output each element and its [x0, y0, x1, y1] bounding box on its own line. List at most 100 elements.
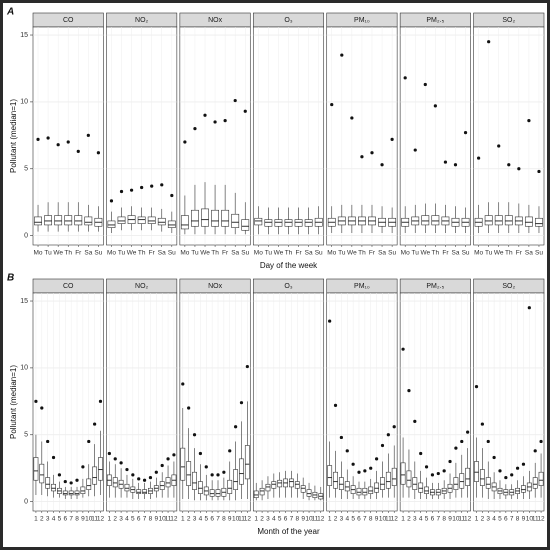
x-tick-label: 10	[526, 516, 534, 523]
x-tick-label: Fr	[516, 250, 523, 257]
box	[44, 215, 53, 226]
facet: PM₁₀ Mo Tu We Th Fr Sa Su	[326, 12, 398, 257]
box	[356, 487, 362, 496]
box	[227, 479, 233, 494]
box	[136, 489, 142, 494]
outlier	[466, 430, 470, 434]
outlier	[443, 160, 448, 164]
x-tick-label: Tu	[118, 250, 126, 257]
box	[380, 477, 385, 490]
x-tick-label: 9	[155, 516, 159, 523]
outlier	[492, 455, 496, 460]
outlier	[76, 149, 80, 153]
outlier	[380, 163, 384, 167]
box	[39, 463, 45, 484]
outlier	[345, 449, 349, 453]
outlier	[46, 136, 50, 140]
x-tick-label: 5	[425, 516, 429, 523]
x-tick-label: 1	[34, 516, 38, 523]
x-tick-label: We	[420, 250, 430, 257]
x-tick-label: 1	[475, 516, 479, 523]
outlier	[187, 406, 191, 410]
box	[186, 461, 192, 486]
outlier	[198, 451, 202, 456]
outlier	[86, 133, 90, 137]
outlier	[357, 470, 361, 474]
box	[424, 486, 429, 494]
box	[421, 215, 430, 226]
x-tick-label: 8	[295, 516, 299, 523]
plot-area	[32, 292, 104, 512]
x-tick-label: 10	[305, 516, 313, 523]
x-tick-label: Mo	[401, 250, 410, 257]
x-tick-label: 12	[464, 516, 472, 523]
facet-title: SO₂	[502, 283, 515, 290]
box	[333, 471, 338, 489]
x-tick-label: Sa	[525, 250, 533, 257]
box	[532, 477, 538, 489]
box	[142, 489, 147, 494]
outlier	[113, 457, 117, 461]
x-tick-label: Tu	[191, 250, 199, 257]
box	[400, 462, 406, 485]
box	[180, 215, 189, 230]
x-tick-label: 7	[510, 516, 514, 523]
x-tick-label: 1	[108, 516, 112, 523]
outlier	[150, 184, 154, 188]
outlier	[172, 453, 176, 457]
outlier	[192, 433, 197, 437]
x-tick-label: 10	[379, 516, 387, 523]
outlier	[433, 104, 437, 108]
plot-area	[326, 292, 398, 512]
y-tick-label: 15	[20, 298, 28, 305]
outlier	[154, 470, 158, 474]
box	[147, 216, 156, 224]
x-tick-label: 8	[222, 516, 226, 523]
outlier	[401, 347, 405, 351]
facet: NOx Mo Tu We Th Fr Sa Su	[179, 12, 251, 257]
outlier	[390, 137, 394, 141]
outlier	[350, 116, 354, 120]
x-tick-label: 6	[63, 516, 67, 523]
outlier	[497, 144, 501, 148]
outlier	[442, 469, 446, 473]
x-tick-label: Tu	[265, 250, 273, 257]
x-tick-label: Tu	[338, 250, 346, 257]
x-tick-label: Th	[138, 250, 146, 257]
x-tick-label: 4	[272, 516, 276, 523]
outlier	[125, 467, 129, 472]
x-tick-label: Su	[94, 250, 102, 257]
outlier	[87, 439, 91, 444]
x-tick-label: 2	[334, 516, 338, 523]
x-tick-label: 9	[81, 516, 85, 523]
x-tick-label: Su	[241, 250, 249, 257]
box	[368, 486, 374, 494]
x-tick-label: 6	[504, 516, 508, 523]
x-tick-label: Su	[315, 250, 323, 257]
plot-area	[252, 292, 325, 512]
x-tick-label: 8	[149, 516, 153, 523]
x-tick-label: We	[347, 250, 357, 257]
x-tick-label: 7	[143, 516, 147, 523]
x-tick-label: 2	[40, 516, 44, 523]
box	[197, 481, 203, 494]
x-tick-label: 4	[492, 516, 496, 523]
x-tick-label: 3	[413, 516, 417, 523]
outlier	[504, 475, 508, 480]
x-tick-label: Su	[388, 250, 396, 257]
outlier	[75, 478, 79, 482]
box	[294, 219, 303, 227]
x-tick-label: Fr	[369, 250, 376, 257]
x-tick-label: 8	[516, 516, 520, 523]
outlier	[243, 109, 247, 113]
x-tick-label: Sa	[231, 250, 239, 257]
x-tick-label: 8	[369, 516, 373, 523]
x-tick-label: 11	[91, 516, 98, 523]
box	[327, 465, 333, 486]
outlier	[203, 113, 207, 117]
panel-label: A	[6, 7, 14, 18]
